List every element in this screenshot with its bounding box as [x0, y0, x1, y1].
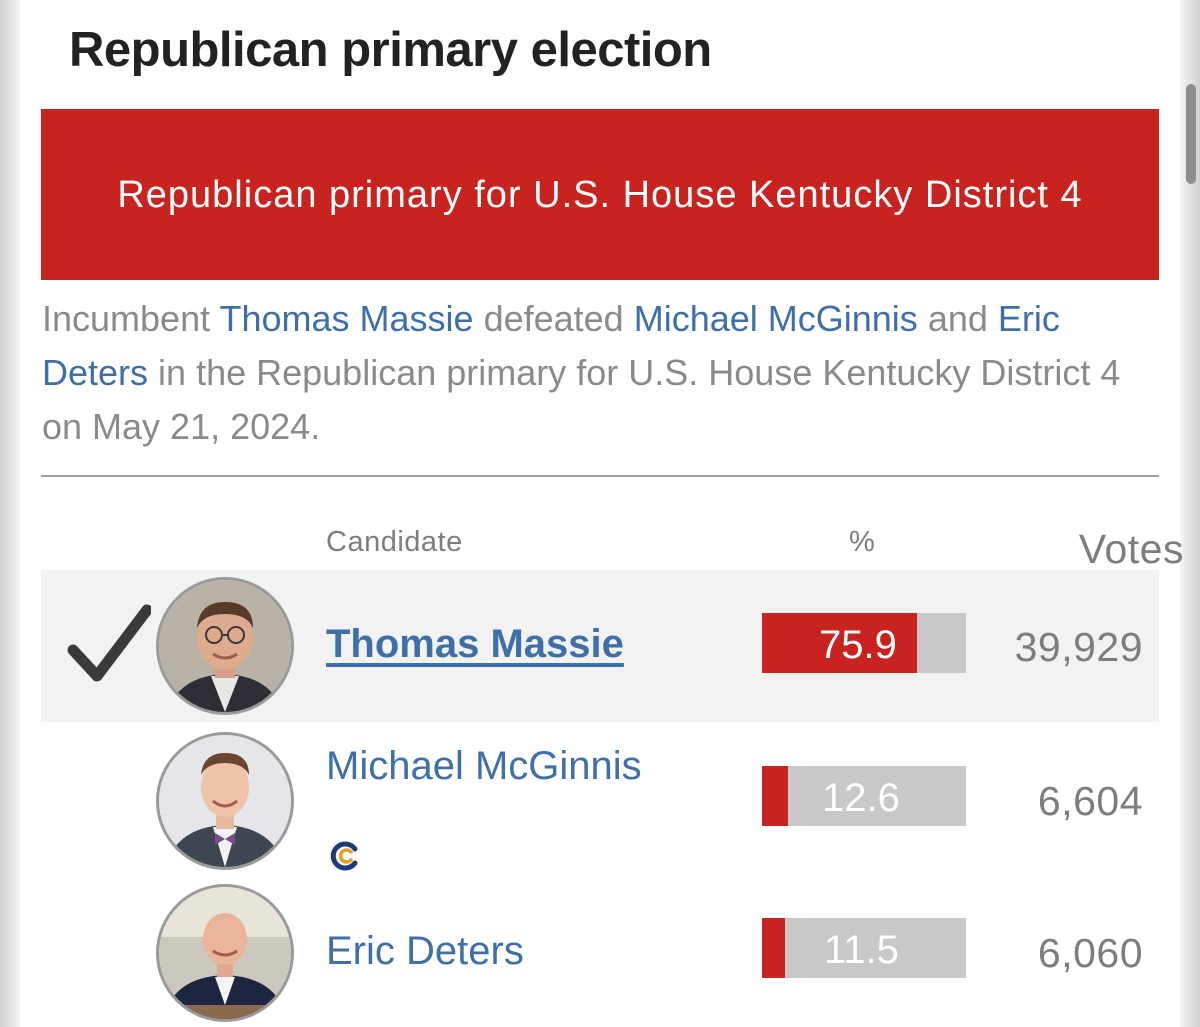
race-title: Republican primary for U.S. House Kentuc…: [117, 173, 1083, 216]
divider: [41, 475, 1159, 477]
page-title: Republican primary election: [69, 23, 712, 77]
summary-prefix: Incumbent: [42, 298, 211, 339]
candidate-row-eric-deters: Eric Deters 11.5 6,060: [41, 874, 1159, 1026]
summary-and: and: [927, 298, 988, 339]
summary-suffix: in the Republican primary for U.S. House…: [42, 352, 1121, 447]
candidate-row-michael-mcginnis: Michael McGinnis 12.6 6,604: [41, 722, 1159, 874]
candidate-name-link[interactable]: Michael McGinnis: [326, 744, 642, 788]
percent-value: 11.5: [824, 928, 899, 972]
vote-count: 6,060: [1037, 930, 1143, 976]
summary-link-eric-deters[interactable]: Eric Deters: [42, 298, 1060, 393]
race-summary: Incumbent Thomas Massie defeated Michael…: [42, 292, 1152, 454]
scrollbar-track[interactable]: [1180, 0, 1200, 1027]
scrollbar-thumb[interactable]: [1186, 84, 1196, 184]
avatar-michael-mcginnis: [156, 732, 294, 870]
summary-link-thomas-massie[interactable]: Thomas Massie: [219, 298, 474, 339]
candidate-row-thomas-massie: Thomas Massie 75.9 39,929: [41, 570, 1159, 722]
candidate-name-link[interactable]: Eric Deters: [326, 929, 524, 973]
race-title-banner: Republican primary for U.S. House Kentuc…: [41, 109, 1159, 280]
percent-bar: 11.5: [762, 918, 966, 978]
percent-bar-fill: [762, 918, 786, 978]
percent-value: 12.6: [822, 776, 900, 820]
avatar-thomas-massie: [156, 577, 294, 715]
checkmark-icon: [67, 604, 151, 682]
column-header-percent: %: [849, 526, 876, 558]
percent-bar: 75.9: [762, 613, 966, 673]
summary-link-michael-mcginnis[interactable]: Michael McGinnis: [633, 298, 918, 339]
constitution-party-icon: [330, 841, 358, 871]
percent-bar-fill: [762, 766, 788, 826]
summary-defeated: defeated: [483, 298, 624, 339]
candidate-name-link[interactable]: Thomas Massie: [326, 622, 624, 666]
vote-count: 39,929: [1014, 624, 1143, 670]
column-header-votes: Votes: [1078, 526, 1184, 572]
vote-count: 6,604: [1037, 778, 1143, 824]
percent-value: 75.9: [819, 623, 897, 667]
avatar-eric-deters: [156, 884, 294, 1022]
percent-bar-fill: [762, 613, 917, 673]
percent-bar: 12.6: [762, 766, 966, 826]
column-header-candidate: Candidate: [326, 526, 463, 558]
left-page-shadow: [0, 0, 20, 1027]
